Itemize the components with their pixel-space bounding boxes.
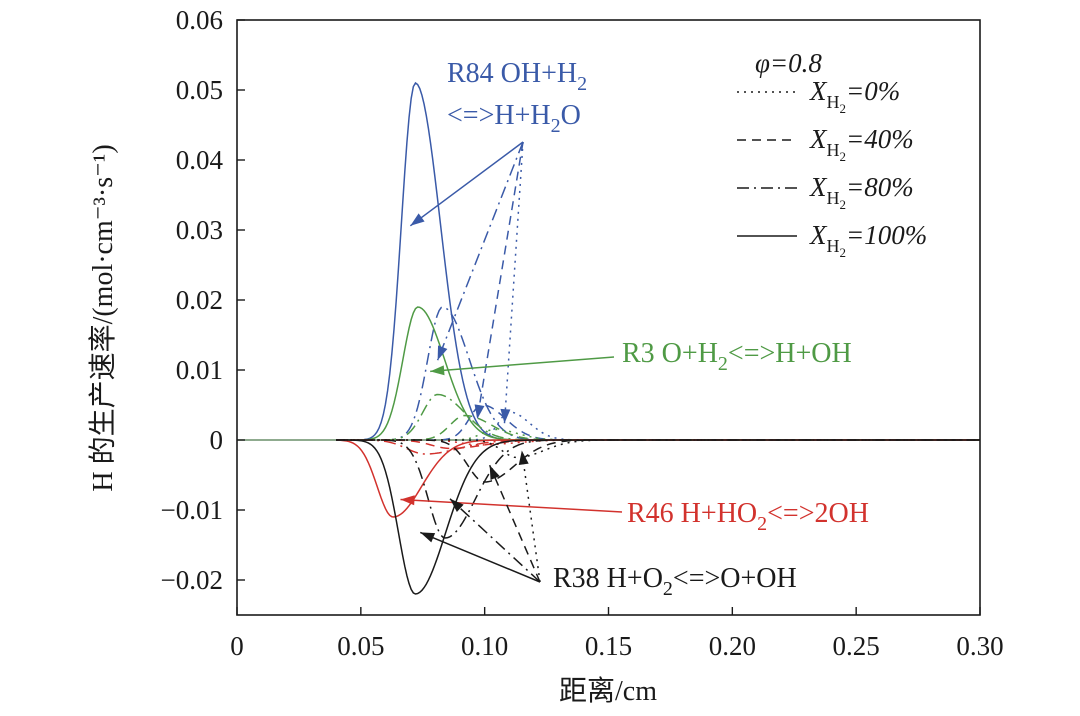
arrows <box>400 141 623 583</box>
arrow-r3 <box>430 356 615 373</box>
arrow-r84-3-head <box>410 213 425 226</box>
arrow-r46-head <box>400 495 415 506</box>
series-line-r3-2 <box>336 393 980 441</box>
x-axis-ticks: 0 0.05 0.10 0.15 0.20 0.25 0.30 <box>230 607 1004 661</box>
legend-label: XH2=0% <box>809 76 900 116</box>
curves <box>237 81 980 595</box>
y-tick-label: 0.02 <box>176 285 223 315</box>
annotation-r38: R38 H+O2<=>O+OH <box>553 563 797 600</box>
x-axis-label: 距离/cm <box>559 675 657 707</box>
arrow-r84-1-head <box>474 404 485 419</box>
x-tick-label: 0.05 <box>337 631 384 661</box>
arrow-r38-1-head <box>489 465 500 481</box>
series-line-r38-3 <box>336 439 980 595</box>
y-tick-label: 0 <box>210 425 224 455</box>
y-tick-label: 0.05 <box>176 75 223 105</box>
x-tick-label: 0.25 <box>833 631 880 661</box>
x-tick-label: 0.20 <box>709 631 756 661</box>
arrow-r38-0-head <box>518 450 529 466</box>
arrow-r38-3 <box>419 531 541 583</box>
y-axis-label: H 的生产速率/(mol·cm⁻³·s⁻¹) <box>87 144 119 491</box>
y-tick-label: 0.04 <box>176 145 224 175</box>
arrow-r84-1 <box>476 141 524 420</box>
y-tick-label: −0.02 <box>161 565 223 595</box>
x-tick-label: 0.10 <box>461 631 508 661</box>
legend-title: φ=0.8 <box>755 48 822 78</box>
y-axis-ticks: 0.06 0.05 0.04 0.03 0.02 0.01 0 −0.01 −0.02 <box>161 5 245 595</box>
annotation-r46: R46 H+HO2<=>2OH <box>627 498 869 535</box>
y-tick-label: 0.06 <box>176 5 223 35</box>
arrow-r84-0-head <box>500 408 511 424</box>
y-tick-label: 0.03 <box>176 215 223 245</box>
y-tick-label: 0.01 <box>176 355 223 385</box>
legend-label: XH2=40% <box>809 124 914 164</box>
annotation-r84-line1: R84 OH+H2 <box>447 58 587 95</box>
legend-label: XH2=100% <box>809 220 927 260</box>
x-tick-label: 0 <box>230 631 244 661</box>
arrow-r38-3-head <box>420 532 436 543</box>
arrow-r84-2-head <box>437 345 448 361</box>
x-tick-label: 0.30 <box>956 631 1003 661</box>
y-tick-label: −0.01 <box>161 495 223 525</box>
arrow-r84-3 <box>409 141 524 227</box>
annotation-r84-line2: <=>H+H2O <box>447 100 581 137</box>
arrow-r84-2 <box>436 141 524 361</box>
arrow-r38-2 <box>449 498 541 583</box>
x-tick-label: 0.15 <box>585 631 632 661</box>
legend-label: XH2=80% <box>809 172 914 212</box>
annotation-r3: R3 O+H2<=>H+OH <box>622 338 852 375</box>
arrow-r3-head <box>430 365 445 376</box>
arrow-r46 <box>400 498 623 513</box>
arrow-r38-0 <box>521 450 541 583</box>
arrow-r38-2-head <box>449 498 464 512</box>
arrow-r84-0 <box>503 141 524 424</box>
arrow-r38-1 <box>488 464 541 583</box>
legend: φ=0.8 XH2=0% XH2=40% XH2=80% XH2=100% <box>737 48 927 260</box>
